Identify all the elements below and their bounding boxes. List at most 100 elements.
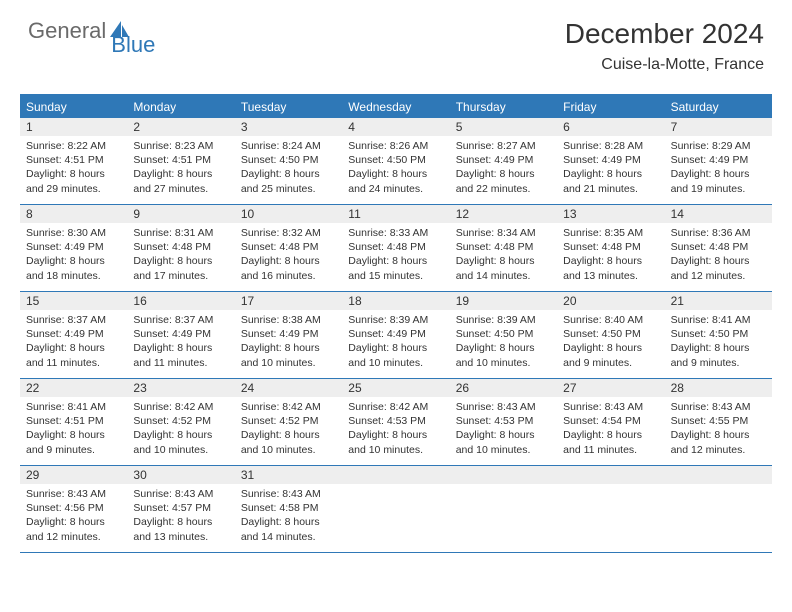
day-number: 25 [342,379,449,397]
sunrise-label: Sunrise: [241,227,282,239]
sunrise-label: Sunrise: [26,488,67,500]
cell-body: Sunrise: 8:24 AMSunset: 4:50 PMDaylight:… [235,136,342,200]
sunset-value: 4:49 PM [602,154,641,166]
day-header: Saturday [665,96,772,118]
day-header: Tuesday [235,96,342,118]
day-number: 31 [235,466,342,484]
sunrise-label: Sunrise: [563,401,604,413]
sunrise-label: Sunrise: [348,314,389,326]
title-block: December 2024 Cuise-la-Motte, France [565,18,764,74]
calendar-weeks: 1Sunrise: 8:22 AMSunset: 4:51 PMDaylight… [20,118,772,553]
day-number: 19 [450,292,557,310]
daylight-line: Daylight: 8 hours and 15 minutes. [348,254,443,282]
calendar-cell [665,466,772,552]
day-number: 30 [127,466,234,484]
sunrise-label: Sunrise: [671,314,712,326]
day-number: 3 [235,118,342,136]
sunset-label: Sunset: [133,415,172,427]
daylight-label: Daylight: [456,255,500,267]
daylight-line: Daylight: 8 hours and 9 minutes. [671,341,766,369]
sunset-value: 4:50 PM [602,328,641,340]
sunrise-label: Sunrise: [133,401,174,413]
calendar-cell: 22Sunrise: 8:41 AMSunset: 4:51 PMDayligh… [20,379,127,465]
sunrise-line: Sunrise: 8:43 AM [671,400,766,414]
calendar-cell: 26Sunrise: 8:43 AMSunset: 4:53 PMDayligh… [450,379,557,465]
sunrise-line: Sunrise: 8:40 AM [563,313,658,327]
daylight-label: Daylight: [26,168,70,180]
sunrise-line: Sunrise: 8:30 AM [26,226,121,240]
daylight-label: Daylight: [241,429,285,441]
cell-body: Sunrise: 8:30 AMSunset: 4:49 PMDaylight:… [20,223,127,287]
sunset-line: Sunset: 4:48 PM [563,240,658,254]
cell-body: Sunrise: 8:41 AMSunset: 4:50 PMDaylight:… [665,310,772,374]
sunrise-label: Sunrise: [456,140,497,152]
sunset-line: Sunset: 4:49 PM [348,327,443,341]
day-number [450,466,557,484]
daylight-line: Daylight: 8 hours and 9 minutes. [563,341,658,369]
sunrise-value: 8:34 AM [497,227,536,239]
sunset-line: Sunset: 4:54 PM [563,414,658,428]
sunrise-value: 8:43 AM [605,401,644,413]
day-number [342,466,449,484]
sunrise-value: 8:29 AM [712,140,751,152]
daylight-line: Daylight: 8 hours and 18 minutes. [26,254,121,282]
sunset-line: Sunset: 4:48 PM [241,240,336,254]
day-number: 24 [235,379,342,397]
sunset-line: Sunset: 4:57 PM [133,501,228,515]
cell-body: Sunrise: 8:43 AMSunset: 4:55 PMDaylight:… [665,397,772,461]
sunset-line: Sunset: 4:48 PM [456,240,551,254]
sunrise-line: Sunrise: 8:29 AM [671,139,766,153]
sunrise-label: Sunrise: [26,401,67,413]
calendar-cell: 27Sunrise: 8:43 AMSunset: 4:54 PMDayligh… [557,379,664,465]
sunrise-line: Sunrise: 8:43 AM [241,487,336,501]
logo-text-general: General [28,18,106,44]
daylight-label: Daylight: [26,255,70,267]
calendar-cell: 6Sunrise: 8:28 AMSunset: 4:49 PMDaylight… [557,118,664,204]
daylight-label: Daylight: [241,516,285,528]
calendar-cell: 21Sunrise: 8:41 AMSunset: 4:50 PMDayligh… [665,292,772,378]
calendar: SundayMondayTuesdayWednesdayThursdayFrid… [20,94,772,553]
cell-body: Sunrise: 8:34 AMSunset: 4:48 PMDaylight:… [450,223,557,287]
daylight-line: Daylight: 8 hours and 24 minutes. [348,167,443,195]
sunset-value: 4:49 PM [65,241,104,253]
calendar-cell: 18Sunrise: 8:39 AMSunset: 4:49 PMDayligh… [342,292,449,378]
sunset-label: Sunset: [563,241,602,253]
day-number: 27 [557,379,664,397]
day-number: 10 [235,205,342,223]
day-number: 15 [20,292,127,310]
calendar-cell: 11Sunrise: 8:33 AMSunset: 4:48 PMDayligh… [342,205,449,291]
sunrise-label: Sunrise: [241,140,282,152]
sunrise-value: 8:23 AM [175,140,214,152]
day-number: 7 [665,118,772,136]
sunrise-label: Sunrise: [456,227,497,239]
daylight-label: Daylight: [563,342,607,354]
sunset-line: Sunset: 4:50 PM [456,327,551,341]
daylight-line: Daylight: 8 hours and 27 minutes. [133,167,228,195]
sunset-line: Sunset: 4:50 PM [348,153,443,167]
daylight-line: Daylight: 8 hours and 14 minutes. [241,515,336,543]
sunrise-line: Sunrise: 8:42 AM [241,400,336,414]
sunrise-label: Sunrise: [456,401,497,413]
sunrise-value: 8:42 AM [390,401,429,413]
sunrise-label: Sunrise: [563,227,604,239]
cell-body: Sunrise: 8:42 AMSunset: 4:52 PMDaylight:… [235,397,342,461]
cell-body: Sunrise: 8:37 AMSunset: 4:49 PMDaylight:… [127,310,234,374]
sunset-line: Sunset: 4:55 PM [671,414,766,428]
sunset-value: 4:55 PM [709,415,748,427]
sunrise-line: Sunrise: 8:43 AM [563,400,658,414]
sunset-line: Sunset: 4:50 PM [671,327,766,341]
calendar-cell: 5Sunrise: 8:27 AMSunset: 4:49 PMDaylight… [450,118,557,204]
sunrise-label: Sunrise: [456,314,497,326]
sunset-value: 4:49 PM [279,328,318,340]
sunset-line: Sunset: 4:50 PM [241,153,336,167]
sunset-value: 4:51 PM [172,154,211,166]
calendar-cell: 9Sunrise: 8:31 AMSunset: 4:48 PMDaylight… [127,205,234,291]
sunset-label: Sunset: [348,328,387,340]
calendar-cell: 13Sunrise: 8:35 AMSunset: 4:48 PMDayligh… [557,205,664,291]
sunset-label: Sunset: [456,328,495,340]
sunrise-value: 8:43 AM [175,488,214,500]
daylight-line: Daylight: 8 hours and 11 minutes. [133,341,228,369]
sunset-label: Sunset: [133,154,172,166]
sunset-label: Sunset: [456,415,495,427]
sunrise-value: 8:30 AM [67,227,106,239]
